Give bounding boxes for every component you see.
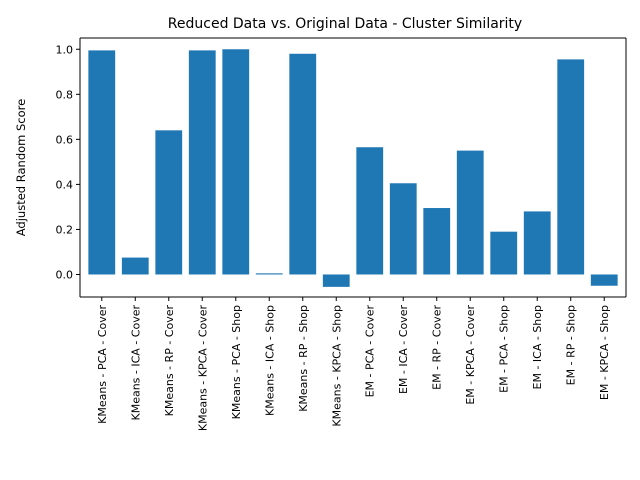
x-tick-label: EM - RP - Shop: [565, 305, 578, 385]
y-ticks: 0.0 0.2 0.4 0.6 0.8 1.0: [56, 43, 80, 281]
x-tick-label: KMeans - RP - Cover: [163, 305, 176, 417]
x-ticks: KMeans - PCA - Cover KMeans - ICA - Cover…: [96, 297, 611, 431]
bar: [456, 150, 484, 275]
bar: [322, 274, 350, 287]
bar: [289, 53, 317, 275]
x-tick-label: EM - KPCA - Cover: [464, 305, 477, 405]
bar: [490, 231, 518, 275]
x-tick-label: KMeans - RP - Shop: [297, 305, 310, 412]
bar: [155, 130, 183, 275]
y-tick-label: 1.0: [56, 43, 74, 56]
bar: [423, 208, 451, 275]
bar: [389, 183, 417, 275]
x-tick-label: KMeans - PCA - Cover: [96, 305, 109, 424]
bar: [356, 147, 384, 275]
bar: [255, 273, 283, 275]
x-tick-label: EM - KPCA - Shop: [598, 305, 611, 400]
x-tick-label: KMeans - KPCA - Shop: [330, 305, 343, 427]
x-tick-label: KMeans - PCA - Shop: [230, 305, 243, 419]
bar: [523, 211, 551, 275]
x-tick-label: EM - ICA - Cover: [397, 305, 410, 395]
y-tick-label: 0.2: [56, 223, 74, 236]
y-tick-label: 0.8: [56, 88, 74, 101]
y-tick-label: 0.0: [56, 268, 74, 281]
y-tick-label: 0.4: [56, 178, 74, 191]
chart-title: Reduced Data vs. Original Data - Cluster…: [168, 16, 522, 32]
x-tick-label: KMeans - ICA - Shop: [263, 305, 276, 416]
x-tick-label: KMeans - KPCA - Cover: [196, 305, 209, 432]
bar: [88, 50, 116, 275]
x-tick-label: EM - RP - Cover: [431, 305, 444, 390]
y-axis-label: Adjusted Random Score: [14, 99, 28, 236]
x-tick-label: EM - PCA - Shop: [498, 305, 511, 393]
bar: [222, 49, 250, 275]
x-tick-label: EM - PCA - Cover: [364, 305, 377, 398]
y-tick-label: 0.6: [56, 133, 74, 146]
x-tick-label: EM - ICA - Shop: [531, 305, 544, 389]
bar: [188, 50, 216, 275]
bar: [121, 257, 149, 275]
bar: [557, 59, 585, 275]
x-tick-label: KMeans - ICA - Cover: [129, 305, 142, 421]
axes-layer: [79, 37, 627, 298]
bar: [590, 274, 618, 286]
bars-layer: [88, 49, 618, 287]
